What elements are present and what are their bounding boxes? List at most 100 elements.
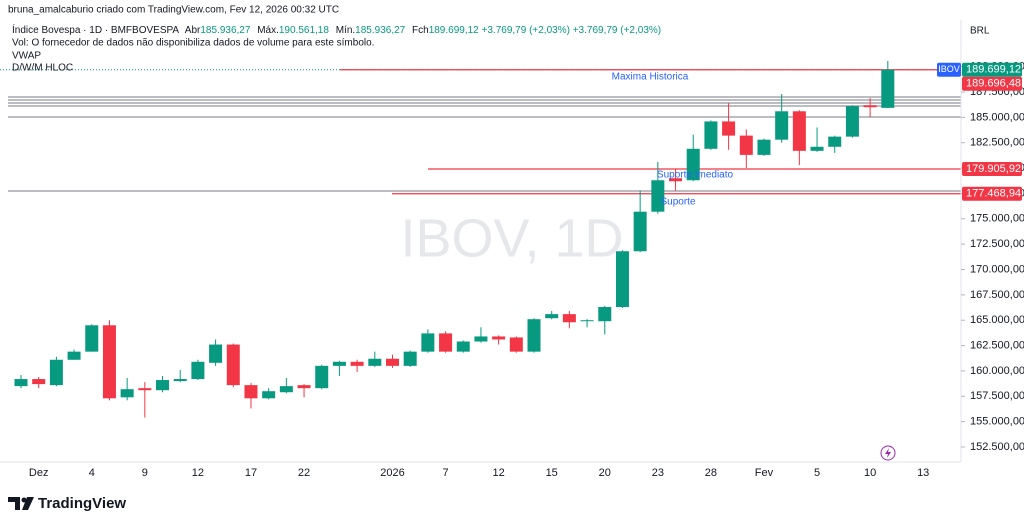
currency[interactable]: BRL [970,26,990,37]
candle-body [651,180,665,212]
candle-body [863,105,877,108]
candle-body [881,69,895,108]
y-tick-label: 152.500,00 [970,441,1024,453]
logo-shape [21,497,27,503]
candle-body [545,314,559,319]
x-tick-label: 28 [705,467,717,479]
candle-body [209,344,223,363]
x-tick-label: 9 [142,467,148,479]
x-tick-label: 12 [493,467,505,479]
brand-logo [8,497,34,510]
candle-body [120,389,134,398]
y-tick-label: 170.000,00 [970,263,1024,275]
price-line-tag-label: 189.696,48 [966,78,1021,90]
indicator[interactable]: D/W/M HLOC [12,63,73,74]
x-tick-label: 17 [245,467,257,479]
candle-body [191,361,205,380]
x-tick-label: 10 [864,467,876,479]
candle-body [32,379,46,385]
x-tick-label: 23 [652,467,664,479]
price-line-note: Maxima Historica [612,71,689,82]
x-tick-label: 5 [814,467,820,479]
candle-body [845,106,859,137]
candle-body [156,380,170,391]
x-tick-label: 20 [599,467,611,479]
x-tick-label: 2026 [380,467,404,479]
candle-body [262,391,276,399]
credit: bruna_amalcaburio criado com TradingView… [8,5,339,16]
price-line-note: Suporte Imediato [657,170,734,181]
candle-body [226,344,240,386]
candle-body [722,121,736,136]
symbol-tag [937,62,961,77]
candle-body [421,333,435,352]
candle-body [173,379,187,382]
x-tick-label: Fev [755,467,774,479]
candle-body [828,136,842,147]
last-price-tag [962,62,1022,77]
candle-body [49,359,63,386]
last-price-tag-label: 189.699,12 [966,64,1021,76]
x-tick-label: 12 [192,467,204,479]
price-line-tag [962,186,1022,201]
close-label: Fch [412,25,429,36]
candle-body [615,251,629,308]
high-value: 190.561,18 [279,25,329,36]
volume-note: Vol: O fornecedor de dados não disponibi… [12,38,374,49]
change-total: +3.769,79 (+2,03%) [573,25,661,36]
open-value: 185.936,27 [200,25,250,36]
y-tick-label: 155.000,00 [970,416,1024,428]
open-label: Abr [185,25,201,36]
candle-body [315,365,329,389]
candle-body [85,325,99,352]
x-tick-label: Dez [29,467,49,479]
candle-body [633,211,647,252]
plot-area [0,60,961,418]
price-line-tag [962,162,1022,177]
price-line-tag [962,76,1022,91]
y-tick-label: 165.000,00 [970,314,1024,326]
y-tick-label: 167.500,00 [970,289,1024,301]
candle-body [580,320,594,322]
brand: TradingView [38,495,126,512]
x-tick-label: 15 [546,467,558,479]
candle-body [138,388,152,391]
low-label: Mín. [336,25,355,36]
candle-body [492,336,506,340]
symbol-tag-label: IBOV [938,64,960,74]
y-tick-label: 175.000,00 [970,213,1024,225]
candle-body [385,358,399,366]
events-icon[interactable] [880,445,896,461]
high-label: Máx. [257,25,279,36]
close-value: 189.699,12 [429,25,479,36]
candle-body [669,178,683,182]
candle-body [297,385,311,389]
watermark: IBOV, 1D [400,208,623,268]
candle-body [14,379,28,387]
candle-body [686,148,700,181]
candle-body [810,146,824,151]
candle-body [509,337,523,352]
candle-body [704,121,718,149]
candle-body [598,307,612,322]
y-tick-label: 160.000,00 [970,365,1024,377]
price-line-tag-label: 179.905,92 [966,163,1021,175]
change: +3.769,79 (+2,03%) [482,25,570,36]
candle-body [757,139,771,155]
logo-shape [8,497,20,510]
candle-body [368,358,382,366]
y-tick-label: 172.500,00 [970,238,1024,250]
candle-body [439,333,453,352]
candle-body [527,319,541,352]
candle-body [792,111,806,151]
candle-body [332,361,346,366]
candle-body [102,325,116,399]
events-icon-bolt [885,448,891,458]
x-tick-label: 22 [298,467,310,479]
indicator[interactable]: VWAP [12,51,41,62]
candle-body [775,111,789,140]
y-tick-label: 157.500,00 [970,390,1024,402]
x-tick-label: 4 [89,467,95,479]
